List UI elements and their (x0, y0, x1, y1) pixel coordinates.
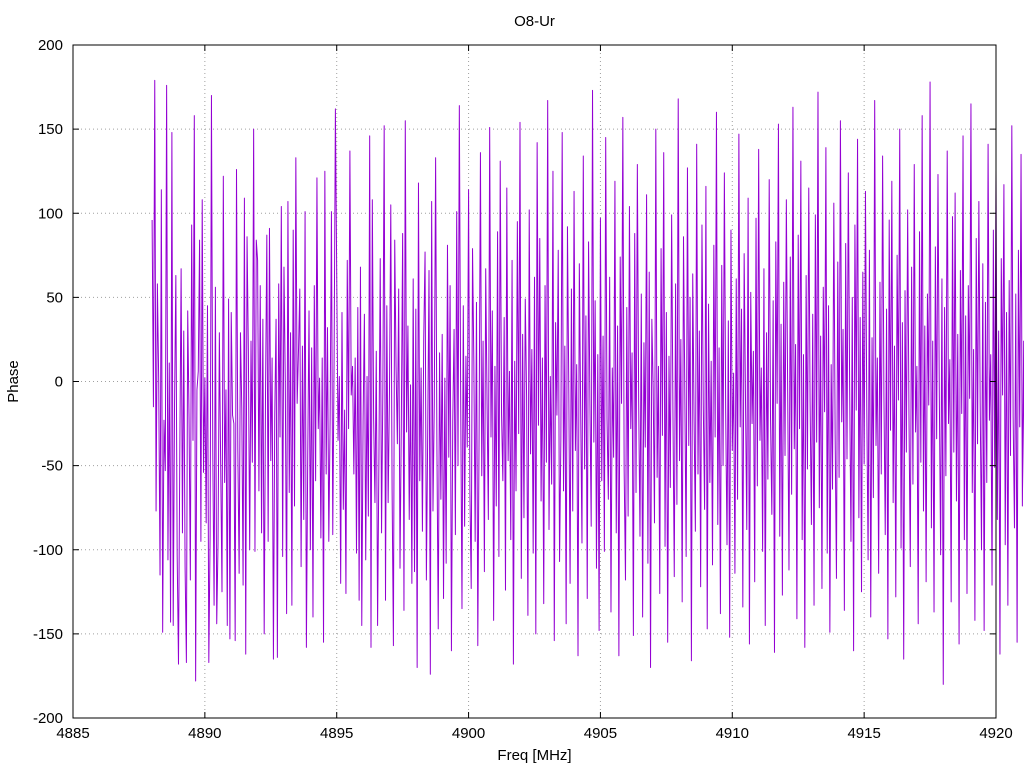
y-tick-label: 0 (55, 374, 63, 391)
x-tick-labels: 4885 4890 4895 4900 4905 4910 4915 4920 (56, 725, 1012, 742)
x-tick-label: 4885 (56, 725, 89, 742)
y-tick-label: 200 (38, 37, 63, 54)
y-tick-label: -200 (33, 710, 63, 727)
y-tick-label: -100 (33, 542, 63, 559)
x-tick-label: 4910 (716, 725, 749, 742)
chart-title: O8-Ur (514, 13, 555, 30)
x-tick-label: 4890 (188, 725, 221, 742)
y-tick-label: 150 (38, 121, 63, 138)
x-axis-label: Freq [MHz] (497, 747, 571, 764)
x-tick-label: 4915 (847, 725, 880, 742)
y-tick-label: 100 (38, 205, 63, 222)
y-tick-label: -150 (33, 626, 63, 643)
y-axis-label: Phase (5, 360, 22, 403)
x-tick-label: 4895 (320, 725, 353, 742)
series-layer (151, 79, 1024, 685)
x-tick-label: 4920 (979, 725, 1012, 742)
y-tick-label: -50 (41, 458, 63, 475)
y-tick-label: 50 (46, 289, 63, 306)
x-tick-label: 4905 (584, 725, 617, 742)
x-tick-label: 4900 (452, 725, 485, 742)
axis-ticks (72, 44, 997, 719)
phase-series-line (151, 79, 1024, 685)
y-tick-labels: -200 -150 -100 -50 0 50 100 150 200 (33, 37, 63, 727)
